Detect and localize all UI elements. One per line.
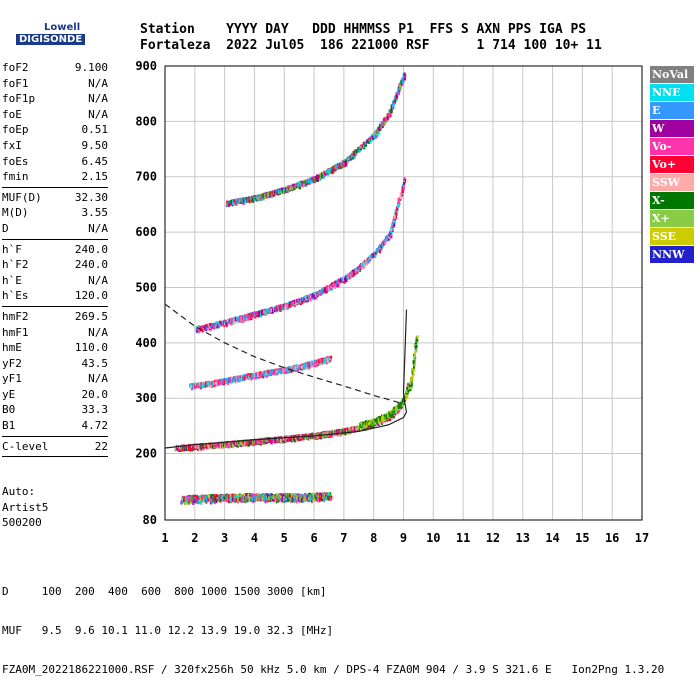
x-tick-label: 5: [281, 531, 288, 545]
x-tick-label: 16: [605, 531, 619, 545]
echo-point: [217, 497, 219, 499]
y-tick-label: 600: [135, 225, 157, 239]
x-tick-label: 15: [575, 531, 589, 545]
echo-point: [415, 350, 417, 353]
x-tick-label: 4: [251, 531, 258, 545]
y-tick-label: 200: [135, 447, 157, 461]
x-tick-label: 7: [340, 531, 347, 545]
y-tick-label: 800: [135, 114, 157, 128]
y-tick-label: 900: [135, 59, 157, 73]
echo-point: [398, 204, 400, 207]
x-tick-label: 12: [486, 531, 500, 545]
x-tick-label: 8: [370, 531, 377, 545]
x-tick-label: 6: [310, 531, 317, 545]
x-tick-label: 14: [545, 531, 559, 545]
x-tick-label: 3: [221, 531, 228, 545]
echo-point: [254, 498, 256, 502]
x-tick-label: 11: [456, 531, 470, 545]
echo-point: [416, 345, 418, 348]
x-tick-label: 17: [635, 531, 649, 545]
echo-point: [417, 335, 419, 339]
echo-point: [269, 493, 271, 495]
x-tick-label: 2: [191, 531, 198, 545]
echo-point: [410, 377, 412, 382]
y-tick-label: 400: [135, 336, 157, 350]
y-tick-label: 500: [135, 280, 157, 294]
y-tick-label: 300: [135, 391, 157, 405]
echo-point: [321, 174, 323, 178]
x-tick-label: 13: [516, 531, 530, 545]
echo-point: [404, 73, 406, 77]
echo-point: [404, 179, 406, 181]
x-tick-label: 1: [161, 531, 168, 545]
y-tick-label: 700: [135, 170, 157, 184]
echo-point: [289, 493, 291, 497]
y-tick-label: 80: [143, 513, 157, 527]
echo-point: [414, 353, 416, 358]
x-tick-label: 9: [400, 531, 407, 545]
x-tick-label: 10: [426, 531, 440, 545]
